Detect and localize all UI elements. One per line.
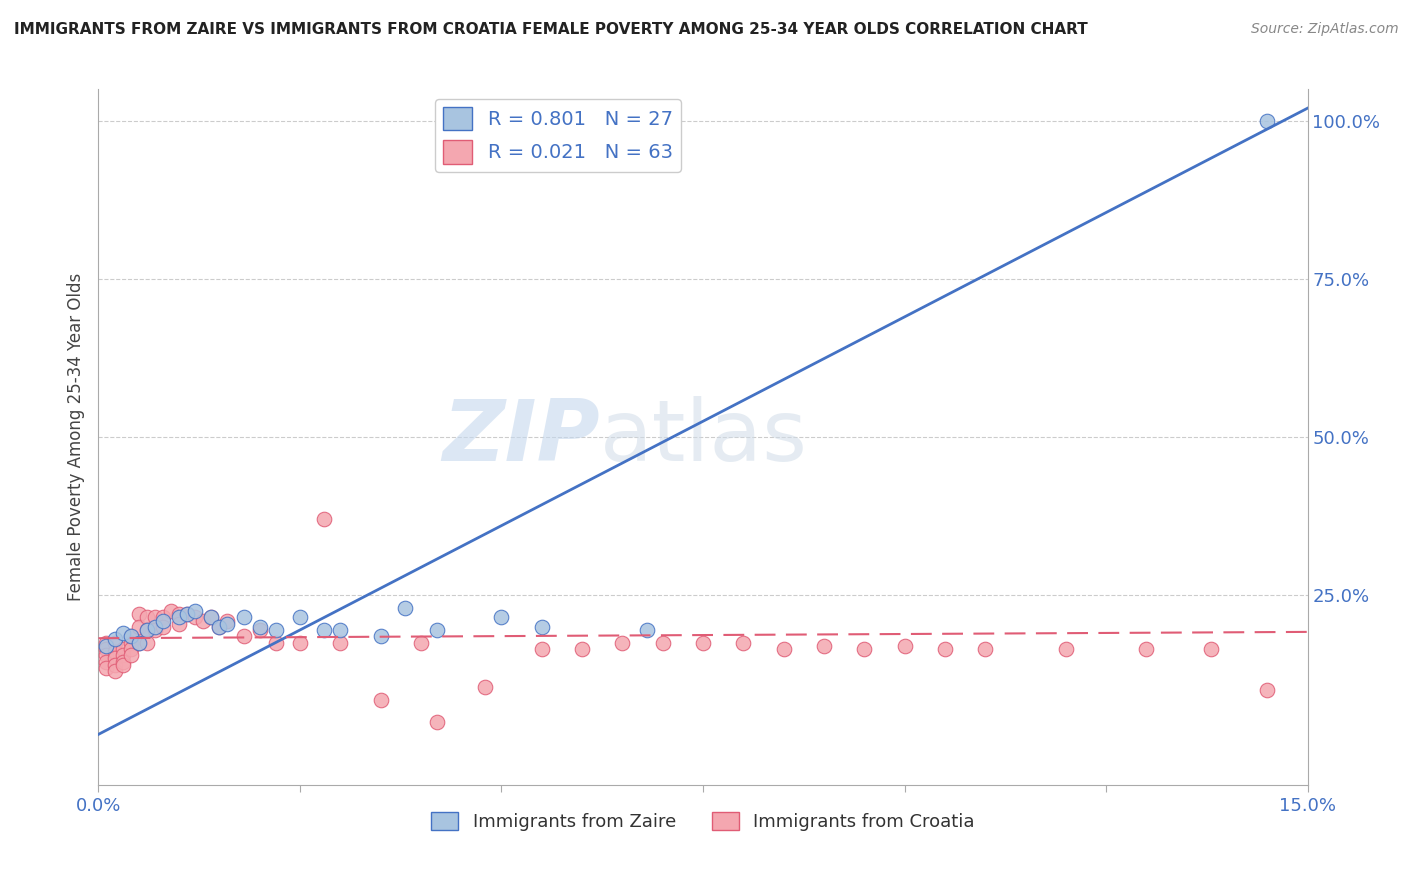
Point bbox=[103, 632, 125, 647]
Point bbox=[103, 657, 125, 672]
Text: IMMIGRANTS FROM ZAIRE VS IMMIGRANTS FROM CROATIA FEMALE POVERTY AMONG 25-34 YEAR: IMMIGRANTS FROM ZAIRE VS IMMIGRANTS FROM… bbox=[14, 22, 1088, 37]
Point bbox=[264, 623, 287, 637]
Point bbox=[103, 635, 125, 649]
Point bbox=[176, 607, 198, 622]
Point bbox=[96, 635, 118, 649]
Point bbox=[103, 664, 125, 678]
Point bbox=[200, 610, 222, 624]
Point bbox=[120, 648, 142, 663]
Point bbox=[288, 635, 311, 649]
Point bbox=[733, 635, 755, 649]
Point bbox=[530, 620, 553, 634]
Point bbox=[143, 610, 166, 624]
Point bbox=[128, 635, 150, 649]
Point bbox=[394, 600, 416, 615]
Point bbox=[249, 623, 271, 637]
Point bbox=[329, 623, 352, 637]
Point bbox=[143, 623, 166, 637]
Point bbox=[96, 642, 118, 657]
Point bbox=[135, 623, 157, 637]
Point bbox=[96, 648, 118, 663]
Point bbox=[103, 651, 125, 665]
Point bbox=[232, 629, 254, 643]
Point bbox=[934, 642, 956, 657]
Point bbox=[314, 623, 336, 637]
Point bbox=[1256, 113, 1278, 128]
Point bbox=[152, 610, 174, 624]
Point bbox=[135, 623, 157, 637]
Point bbox=[96, 655, 118, 669]
Point bbox=[571, 642, 593, 657]
Point bbox=[208, 620, 231, 634]
Point bbox=[491, 610, 513, 624]
Text: atlas: atlas bbox=[600, 395, 808, 479]
Point bbox=[217, 614, 239, 628]
Point bbox=[1135, 642, 1157, 657]
Point bbox=[135, 635, 157, 649]
Point bbox=[370, 629, 392, 643]
Point bbox=[128, 620, 150, 634]
Point bbox=[474, 680, 496, 694]
Point bbox=[167, 610, 190, 624]
Point bbox=[111, 626, 134, 640]
Point bbox=[96, 661, 118, 675]
Point bbox=[176, 607, 198, 622]
Point bbox=[120, 635, 142, 649]
Point bbox=[692, 635, 714, 649]
Point bbox=[167, 616, 190, 631]
Point bbox=[184, 604, 207, 618]
Point bbox=[636, 623, 658, 637]
Text: Source: ZipAtlas.com: Source: ZipAtlas.com bbox=[1251, 22, 1399, 37]
Point bbox=[152, 614, 174, 628]
Point bbox=[370, 692, 392, 706]
Point bbox=[111, 642, 134, 657]
Point bbox=[120, 629, 142, 643]
Point bbox=[184, 610, 207, 624]
Point bbox=[217, 616, 239, 631]
Point bbox=[1054, 642, 1077, 657]
Point bbox=[120, 629, 142, 643]
Y-axis label: Female Poverty Among 25-34 Year Olds: Female Poverty Among 25-34 Year Olds bbox=[66, 273, 84, 601]
Point bbox=[1256, 683, 1278, 698]
Point bbox=[200, 610, 222, 624]
Point bbox=[813, 639, 835, 653]
Point bbox=[612, 635, 634, 649]
Point bbox=[103, 645, 125, 659]
Point bbox=[409, 635, 432, 649]
Point bbox=[288, 610, 311, 624]
Point bbox=[853, 642, 876, 657]
Point bbox=[530, 642, 553, 657]
Point bbox=[152, 620, 174, 634]
Point bbox=[111, 655, 134, 669]
Point bbox=[232, 610, 254, 624]
Point bbox=[160, 604, 183, 618]
Point bbox=[96, 639, 118, 653]
Point bbox=[651, 635, 673, 649]
Text: ZIP: ZIP bbox=[443, 395, 600, 479]
Point bbox=[128, 607, 150, 622]
Point bbox=[128, 635, 150, 649]
Point bbox=[772, 642, 794, 657]
Point bbox=[120, 642, 142, 657]
Point bbox=[111, 648, 134, 663]
Point bbox=[426, 623, 449, 637]
Point bbox=[329, 635, 352, 649]
Point bbox=[208, 620, 231, 634]
Point bbox=[111, 657, 134, 672]
Point bbox=[264, 635, 287, 649]
Point bbox=[143, 620, 166, 634]
Point bbox=[426, 714, 449, 729]
Point bbox=[135, 610, 157, 624]
Point bbox=[1199, 642, 1222, 657]
Legend: Immigrants from Zaire, Immigrants from Croatia: Immigrants from Zaire, Immigrants from C… bbox=[423, 805, 983, 838]
Point bbox=[167, 607, 190, 622]
Point bbox=[974, 642, 997, 657]
Point bbox=[249, 620, 271, 634]
Point bbox=[314, 512, 336, 526]
Point bbox=[193, 614, 215, 628]
Point bbox=[893, 639, 915, 653]
